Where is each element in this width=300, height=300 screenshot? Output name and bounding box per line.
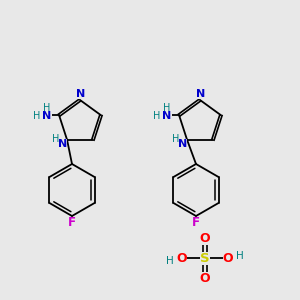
Text: O: O	[223, 251, 233, 265]
Text: H: H	[172, 134, 179, 144]
Text: N: N	[58, 139, 67, 149]
Text: H: H	[164, 103, 171, 113]
Text: O: O	[200, 272, 210, 284]
Text: F: F	[68, 217, 76, 230]
Text: N: N	[76, 89, 85, 100]
Text: H: H	[33, 111, 41, 121]
Text: H: H	[44, 103, 51, 113]
Text: H: H	[236, 251, 244, 261]
Text: O: O	[177, 251, 187, 265]
Text: H: H	[166, 256, 174, 266]
Text: H: H	[52, 134, 59, 144]
Text: N: N	[178, 139, 187, 149]
Text: N: N	[43, 111, 52, 121]
Text: O: O	[200, 232, 210, 244]
Text: H: H	[153, 111, 161, 121]
Text: F: F	[192, 217, 200, 230]
Text: S: S	[200, 251, 210, 265]
Text: N: N	[163, 111, 172, 121]
Text: N: N	[196, 89, 205, 100]
